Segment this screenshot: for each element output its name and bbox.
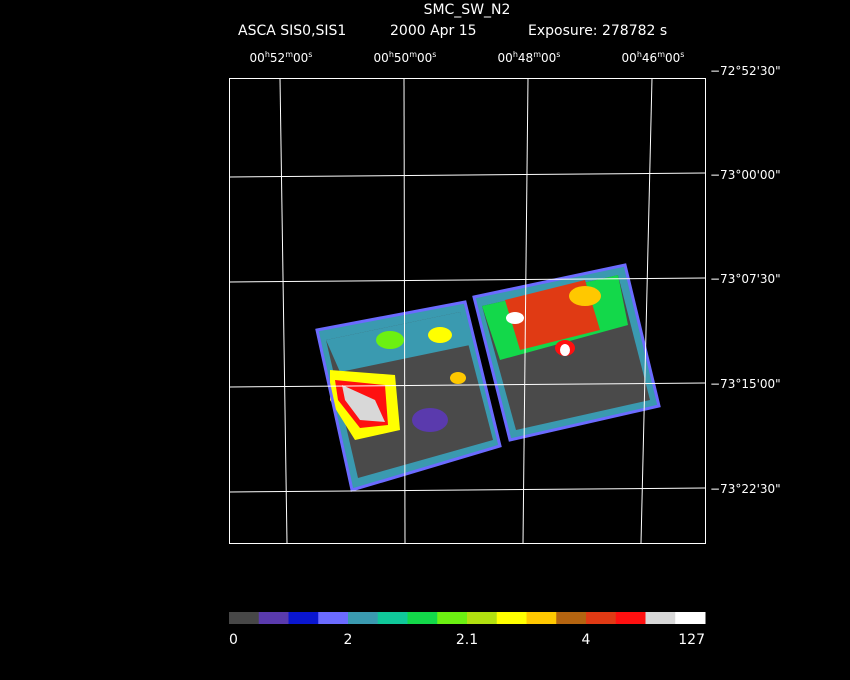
ra-unit: s bbox=[556, 50, 560, 59]
coordinate-grid bbox=[228, 77, 706, 544]
exposure: Exposure: 278782 s bbox=[528, 23, 667, 39]
ra-unit: m bbox=[533, 50, 541, 59]
dec-label: −73°00'00" bbox=[710, 168, 781, 182]
colorbar-swatch bbox=[407, 612, 438, 624]
ra-unit: m bbox=[285, 50, 293, 59]
date: 2000 Apr 15 bbox=[390, 23, 477, 39]
ra-unit: h bbox=[265, 50, 270, 59]
ra-label: 00h52m00s bbox=[250, 50, 313, 65]
ra-value: 50 bbox=[394, 51, 409, 65]
ra-label: 00h50m00s bbox=[374, 50, 437, 65]
colorbar-swatch bbox=[496, 612, 527, 624]
colorbar-swatch bbox=[645, 612, 676, 624]
colorbar-swatch bbox=[467, 612, 498, 624]
ra-unit: m bbox=[657, 50, 665, 59]
colorbar: 0 2 2.1 4 127 bbox=[229, 612, 706, 648]
title: SMC_SW_N2 bbox=[424, 2, 511, 18]
colorbar-label: 127 bbox=[678, 632, 705, 648]
ra-value: 00 bbox=[665, 51, 680, 65]
colorbar-swatch bbox=[288, 612, 319, 624]
ra-value: 00 bbox=[374, 51, 389, 65]
dec-label: −72°52'30" bbox=[710, 64, 781, 78]
colorbar-label: 2.1 bbox=[456, 632, 478, 648]
ra-value: 52 bbox=[270, 51, 285, 65]
ra-value: 00 bbox=[250, 51, 265, 65]
ra-unit: s bbox=[680, 50, 684, 59]
ra-unit: h bbox=[513, 50, 518, 59]
colorbar-swatch bbox=[437, 612, 468, 624]
ra-value: 46 bbox=[642, 51, 657, 65]
colorbar-swatch bbox=[377, 612, 408, 624]
colorbar-swatch bbox=[229, 612, 260, 624]
colorbar-swatch bbox=[556, 612, 587, 624]
ra-unit: h bbox=[389, 50, 394, 59]
ra-value: 00 bbox=[541, 51, 556, 65]
colorbar-swatch bbox=[318, 612, 349, 624]
ra-unit: h bbox=[637, 50, 642, 59]
dec-label: −73°07'30" bbox=[710, 272, 781, 286]
colorbar-swatch bbox=[675, 612, 706, 624]
colorbar-swatch bbox=[615, 612, 646, 624]
ra-unit: s bbox=[432, 50, 436, 59]
colorbar-label: 0 bbox=[229, 632, 238, 648]
colorbar-swatch bbox=[586, 612, 617, 624]
colorbar-swatch bbox=[526, 612, 557, 624]
dec-labels: −72°52'30" −73°00'00" −73°07'30" −73°15'00"… bbox=[710, 64, 781, 496]
colorbar-label: 2 bbox=[344, 632, 353, 648]
dec-label: −73°15'00" bbox=[710, 377, 781, 391]
colorbar-swatch bbox=[258, 612, 289, 624]
dec-label: −73°22'30" bbox=[710, 482, 781, 496]
instrument: ASCA SIS0,SIS1 bbox=[238, 23, 346, 39]
ra-value: 00 bbox=[498, 51, 513, 65]
ra-value: 00 bbox=[622, 51, 637, 65]
colorbar-swatch bbox=[348, 612, 379, 624]
colorbar-label: 4 bbox=[582, 632, 591, 648]
ra-value: 00 bbox=[293, 51, 308, 65]
ra-unit: s bbox=[308, 50, 312, 59]
ra-unit: m bbox=[409, 50, 417, 59]
ra-label: 00h48m00s bbox=[498, 50, 561, 65]
sky-image bbox=[315, 263, 661, 492]
ra-labels: 00h52m00s 00h50m00s 00h48m00s 00h46m00s bbox=[250, 50, 685, 65]
ra-value: 00 bbox=[417, 51, 432, 65]
ra-value: 48 bbox=[518, 51, 533, 65]
ra-label: 00h46m00s bbox=[622, 50, 685, 65]
